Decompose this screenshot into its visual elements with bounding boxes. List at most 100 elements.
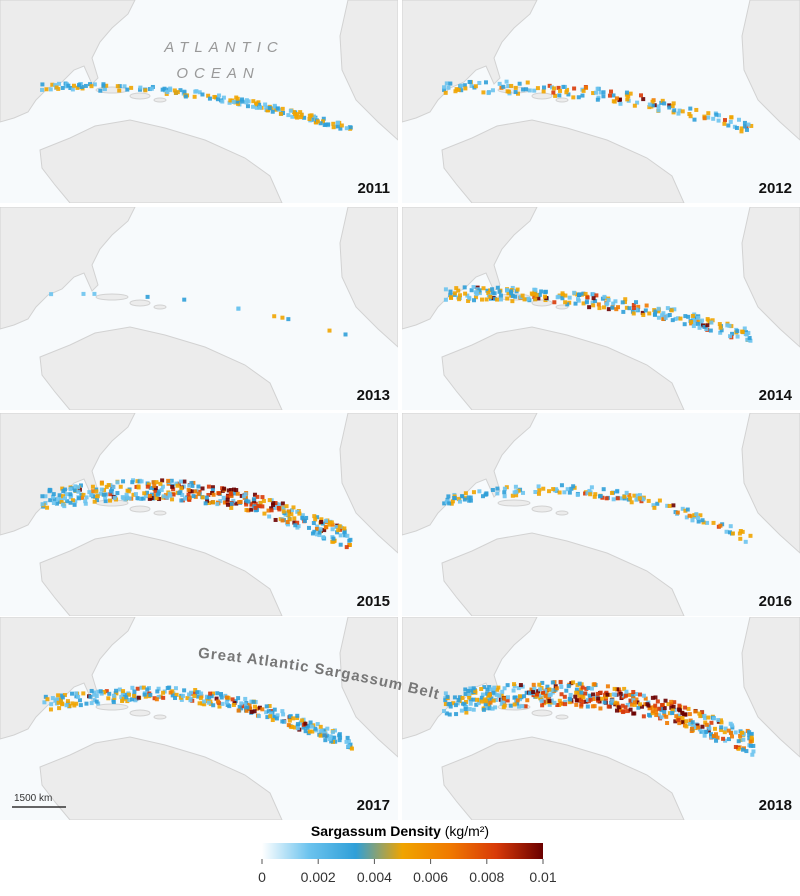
sargassum-cell xyxy=(665,721,670,726)
sargassum-cell xyxy=(149,496,154,501)
sargassum-cell xyxy=(662,709,667,714)
sargassum-cell xyxy=(651,503,656,508)
sargassum-cell xyxy=(598,494,603,499)
sargassum-cell xyxy=(667,105,672,110)
sargassum-cell xyxy=(574,687,579,692)
sargassum-cell xyxy=(89,701,94,706)
legend-tick-label: 0.004 xyxy=(357,869,392,885)
sargassum-cell xyxy=(564,90,569,95)
sargassum-cell xyxy=(257,102,262,107)
sargassum-cell xyxy=(577,292,582,297)
sargassum-cell xyxy=(513,85,518,90)
sargassum-cell xyxy=(742,124,747,129)
sargassum-cell xyxy=(285,513,290,518)
sargassum-cell xyxy=(310,531,315,536)
sargassum-cell xyxy=(682,322,687,327)
sargassum-cell xyxy=(107,691,112,696)
sargassum-cell xyxy=(255,494,260,499)
sargassum-cell xyxy=(445,694,450,699)
year-label: 2012 xyxy=(759,180,792,197)
sargassum-cell xyxy=(77,487,82,492)
sargassum-cell xyxy=(207,695,212,700)
sargassum-cell xyxy=(154,496,159,501)
sargassum-cell xyxy=(195,690,200,695)
sargassum-cell xyxy=(585,491,590,496)
sargassum-cell xyxy=(581,695,586,700)
sargassum-cell xyxy=(130,480,135,485)
sargassum-cell xyxy=(702,713,707,718)
sargassum-cell xyxy=(204,495,209,500)
sargassum-cell xyxy=(182,297,187,302)
sargassum-cell xyxy=(347,125,352,130)
sargassum-cell xyxy=(252,709,257,714)
sargassum-cell xyxy=(471,285,476,290)
sargassum-cell xyxy=(557,698,562,703)
sargassum-cell xyxy=(747,335,752,340)
sargassum-cell xyxy=(468,701,473,706)
sargassum-cell xyxy=(73,484,78,489)
sargassum-cell xyxy=(290,114,295,119)
sargassum-cell xyxy=(158,481,163,486)
sargassum-cell xyxy=(661,311,666,316)
sargassum-cell xyxy=(254,507,259,512)
sargassum-cell xyxy=(174,692,179,697)
sargassum-cell xyxy=(90,489,95,494)
sargassum-cell xyxy=(712,726,717,731)
sargassum-cell xyxy=(92,499,97,504)
sargassum-cell xyxy=(236,708,241,713)
sargassum-cell xyxy=(148,485,153,490)
sargassum-cell xyxy=(462,702,467,707)
sargassum-cell xyxy=(60,486,65,491)
sargassum-cell xyxy=(215,699,220,704)
sargassum-cell xyxy=(343,533,348,538)
sargassum-cell xyxy=(176,481,181,486)
map-panel: 2015 xyxy=(0,413,398,616)
sargassum-cell xyxy=(315,119,320,124)
sargassum-cell xyxy=(624,689,629,694)
sargassum-cell xyxy=(524,87,529,92)
sargassum-cell xyxy=(272,707,277,712)
sargassum-cell xyxy=(660,98,665,103)
sargassum-cell xyxy=(450,499,455,504)
sargassum-cell xyxy=(656,104,661,109)
sargassum-cell xyxy=(531,682,536,687)
sargassum-cell xyxy=(288,724,293,729)
sargassum-cell xyxy=(538,696,543,701)
sargassum-cell xyxy=(637,493,642,498)
sargassum-cell xyxy=(663,698,668,703)
sargassum-cell xyxy=(90,484,95,489)
sargassum-cell xyxy=(135,686,140,691)
sargassum-cell xyxy=(242,702,247,707)
sargassum-cell xyxy=(280,106,285,111)
sargassum-cell xyxy=(133,698,138,703)
sargassum-cell xyxy=(277,502,282,507)
sargassum-cell xyxy=(541,486,546,491)
sargassum-cell xyxy=(163,493,168,498)
sargassum-cell xyxy=(479,686,484,691)
sargassum-cell xyxy=(285,520,290,525)
sargassum-cell xyxy=(491,688,496,693)
sargassum-cell xyxy=(692,117,697,122)
sargassum-cell xyxy=(541,89,546,94)
sargassum-cell xyxy=(68,492,73,497)
sargassum-cell xyxy=(714,112,719,117)
land xyxy=(402,413,800,616)
sargassum-cell xyxy=(122,692,127,697)
year-label: 2015 xyxy=(357,593,390,610)
sargassum-cell xyxy=(468,686,473,691)
sargassum-cell xyxy=(152,483,157,488)
sargassum-cell xyxy=(467,691,472,696)
sargassum-cell xyxy=(321,535,326,540)
sargassum-cell xyxy=(717,322,722,327)
sargassum-cell xyxy=(99,487,104,492)
sargassum-cell xyxy=(493,705,498,710)
sargassum-cell xyxy=(692,513,697,518)
sargassum-cell xyxy=(180,492,185,497)
sargassum-cell xyxy=(276,506,281,511)
sargassum-cell xyxy=(234,501,239,506)
sargassum-cell xyxy=(657,706,662,711)
sargassum-cell xyxy=(726,123,731,128)
sargassum-cell xyxy=(654,710,659,715)
sargassum-cell xyxy=(51,492,56,497)
sargassum-cell xyxy=(160,484,165,489)
